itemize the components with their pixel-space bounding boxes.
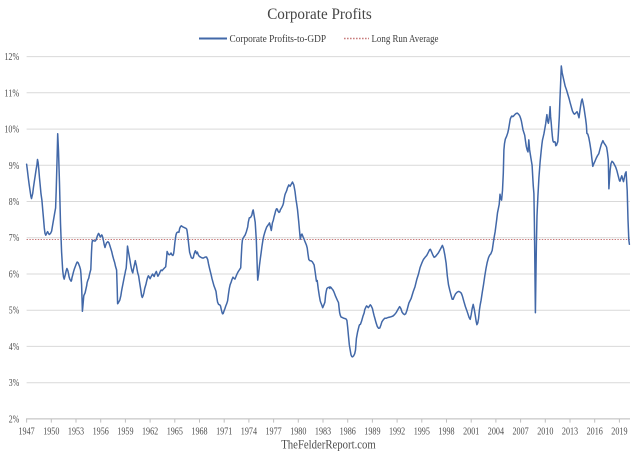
svg-text:10%: 10% [4, 124, 19, 136]
svg-text:1971: 1971 [216, 426, 232, 438]
svg-text:TheFelderReport.com: TheFelderReport.com [281, 437, 376, 452]
svg-text:2007: 2007 [513, 426, 530, 438]
svg-text:12%: 12% [4, 51, 19, 63]
svg-text:1986: 1986 [340, 426, 357, 438]
svg-text:2004: 2004 [488, 426, 505, 438]
svg-text:Long Run Average: Long Run Average [372, 34, 439, 45]
svg-text:1998: 1998 [438, 426, 454, 438]
svg-text:2016: 2016 [587, 426, 604, 438]
svg-text:9%: 9% [9, 160, 19, 172]
svg-text:2013: 2013 [562, 426, 578, 438]
svg-text:1992: 1992 [389, 426, 405, 438]
svg-text:2019: 2019 [611, 426, 627, 438]
svg-text:1950: 1950 [43, 426, 59, 438]
svg-text:8%: 8% [9, 196, 19, 208]
svg-text:Corporate Profits: Corporate Profits [267, 6, 372, 23]
svg-text:6%: 6% [9, 269, 19, 281]
svg-text:1965: 1965 [167, 426, 183, 438]
svg-text:1947: 1947 [19, 426, 36, 438]
svg-text:1989: 1989 [364, 426, 380, 438]
svg-text:1962: 1962 [142, 426, 158, 438]
svg-text:2010: 2010 [537, 426, 553, 438]
svg-text:11%: 11% [4, 87, 19, 99]
svg-text:7%: 7% [9, 232, 19, 244]
svg-text:2%: 2% [9, 413, 19, 425]
svg-text:1974: 1974 [241, 426, 258, 438]
svg-text:5%: 5% [9, 305, 19, 317]
svg-text:1968: 1968 [191, 426, 207, 438]
svg-text:Corporate Profits-to-GDP: Corporate Profits-to-GDP [230, 34, 327, 45]
svg-text:1995: 1995 [414, 426, 430, 438]
svg-text:4%: 4% [9, 341, 19, 353]
svg-text:2001: 2001 [463, 426, 479, 438]
svg-text:1983: 1983 [315, 426, 331, 438]
svg-text:1980: 1980 [290, 426, 306, 438]
svg-text:1953: 1953 [68, 426, 84, 438]
svg-text:1956: 1956 [93, 426, 110, 438]
svg-text:1977: 1977 [266, 426, 283, 438]
svg-text:1959: 1959 [117, 426, 133, 438]
svg-text:3%: 3% [9, 377, 19, 389]
